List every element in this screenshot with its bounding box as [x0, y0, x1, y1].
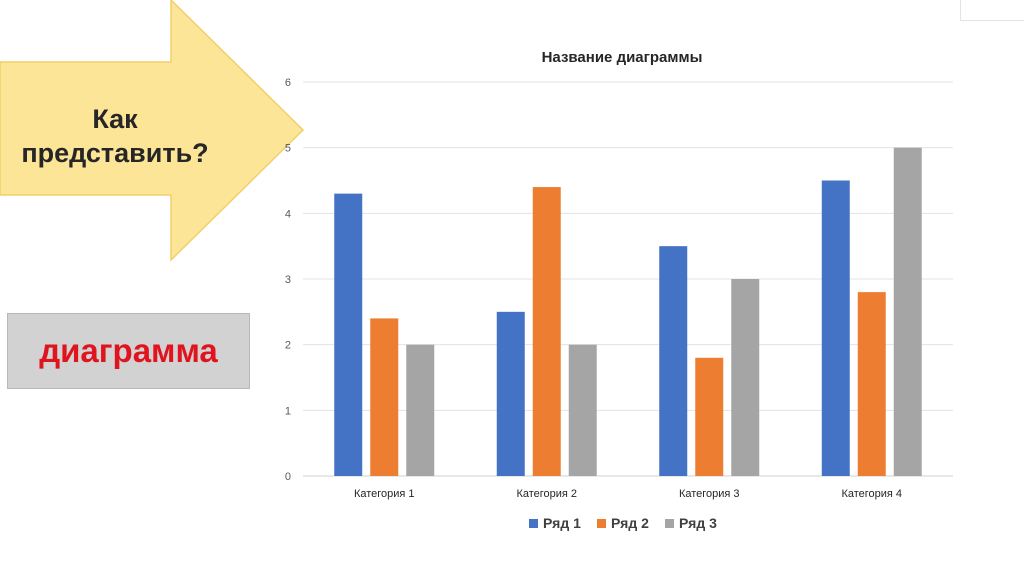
y-tick-label: 5: [285, 143, 291, 155]
bar-series-2: [695, 357, 724, 476]
legend-label: Ряд 3: [679, 515, 717, 531]
bar-series-1: [496, 311, 525, 476]
legend-label: Ряд 2: [611, 515, 649, 531]
bar-series-2: [532, 187, 561, 477]
legend: Ряд 1 Ряд 2 Ряд 3: [529, 515, 717, 531]
chart-title: Название диаграммы: [542, 49, 703, 66]
arrow-polygon: [0, 0, 305, 262]
x-axis-categories: Категория 1 Категория 2 Категория 3 Категор…: [354, 488, 902, 500]
legend-swatch: [529, 519, 538, 528]
bar-series-3: [406, 344, 435, 476]
y-tick-label: 0: [285, 471, 291, 483]
legend-label: Ряд 1: [543, 515, 581, 531]
bars: [334, 147, 922, 477]
bar-series-1: [659, 246, 688, 476]
bar-series-1: [334, 193, 363, 476]
y-tick-label: 1: [285, 405, 291, 417]
gridlines: [303, 81, 953, 477]
bar-series-2: [857, 292, 886, 476]
legend-swatch: [597, 519, 606, 528]
bar-series-2: [370, 318, 399, 476]
bar-series-3: [893, 147, 922, 476]
bar-series-3: [731, 279, 760, 476]
top-right-frame-line: [960, 0, 961, 20]
bar-series-1: [821, 180, 850, 476]
bar-series-3: [568, 344, 597, 476]
answer-box: диаграмма: [7, 313, 250, 389]
y-tick-label: 2: [285, 340, 291, 352]
category-label: Категория 1: [354, 488, 415, 500]
y-tick-label: 6: [285, 77, 291, 89]
question-text: Как представить?: [21, 104, 209, 168]
category-label: Категория 2: [516, 488, 577, 500]
legend-swatch: [665, 519, 674, 528]
y-tick-label: 4: [285, 208, 291, 220]
category-label: Категория 4: [841, 488, 902, 500]
top-frame-line: [960, 20, 1024, 21]
answer-text: диаграмма: [39, 332, 218, 369]
category-label: Категория 3: [679, 488, 740, 500]
arrow-shape: [0, 0, 305, 262]
y-axis-ticks: 0 1 2 3 4 5 6: [285, 77, 291, 483]
y-tick-label: 3: [285, 274, 291, 286]
